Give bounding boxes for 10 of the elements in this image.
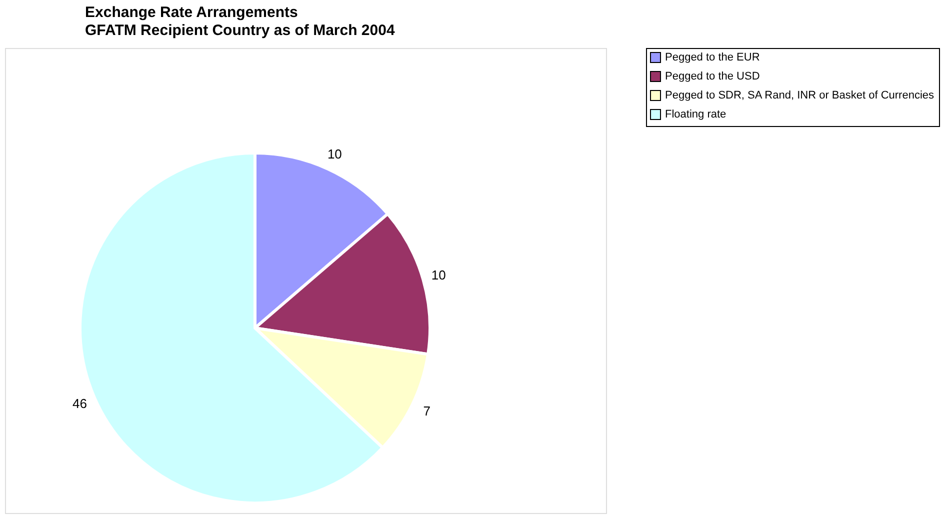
data-label: 7 (423, 403, 430, 418)
data-label: 10 (327, 146, 342, 162)
legend-label: Pegged to SDR, SA Rand, INR or Basket of Currencies (665, 90, 935, 102)
legend-label: Pegged to the EUR (665, 52, 760, 64)
legend-label: Pegged to the USD (665, 70, 760, 82)
data-label: 10 (431, 267, 446, 282)
chart-title: Exchange Rate Arrangements (85, 4, 298, 21)
legend-label: Floating rate (665, 108, 726, 120)
data-label: 46 (72, 396, 87, 411)
chart-subtitle: GFATM Recipient Country as of March 2004 (85, 22, 396, 39)
